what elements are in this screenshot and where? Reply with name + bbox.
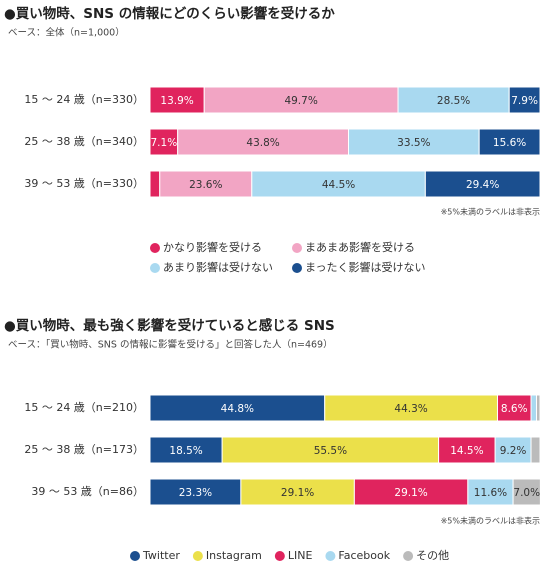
bar-segment — [478, 128, 541, 156]
bar-segment — [348, 128, 480, 156]
legend-marker — [274, 551, 285, 561]
bar-segment — [512, 478, 541, 506]
value-label: 7.1% — [151, 137, 178, 149]
value-label: 11.6% — [474, 487, 507, 499]
value-label: 9.2% — [500, 445, 527, 457]
bar-segment — [353, 478, 469, 506]
legend-marker — [403, 551, 414, 561]
legend-label: Twitter — [142, 549, 180, 562]
legend-marker — [192, 551, 203, 561]
legend-label: その他 — [416, 549, 449, 562]
value-label: 23.3% — [179, 487, 212, 499]
bar-segment — [149, 170, 161, 198]
value-label: 55.5% — [314, 445, 347, 457]
legend-label: まったく影響は受けない — [305, 260, 426, 274]
chart-subtitle: ベース：「買い物時、SNS の情報に影響を受ける」と回答した人（n=469） — [8, 339, 333, 351]
category-label: 15 ～ 24 歳（n=330） — [24, 93, 144, 106]
bar-segment — [467, 478, 514, 506]
bar-segment — [424, 170, 541, 198]
category-label: 39 ～ 53 歳（n=86） — [31, 485, 144, 498]
bar-segment — [149, 478, 242, 506]
value-label: 8.6% — [501, 403, 528, 415]
legend-marker — [150, 263, 160, 273]
value-label: 44.3% — [394, 403, 427, 415]
value-label: 43.8% — [246, 137, 279, 149]
bar-segment — [159, 170, 253, 198]
category-label: 39 ～ 53 歳（n=330） — [24, 177, 144, 190]
legend-label: Facebook — [338, 549, 390, 562]
chart-title: ●買い物時、SNS の情報にどのくらい影響を受けるか — [4, 5, 335, 22]
value-label: 23.6% — [189, 179, 222, 191]
value-label: 18.5% — [169, 445, 202, 457]
value-label: 7.9% — [511, 95, 538, 107]
bar-segment — [149, 86, 205, 114]
value-label: 33.5% — [397, 137, 430, 149]
legend-marker — [130, 551, 140, 561]
chart-subtitle: ベース：全体（n=1,000） — [8, 27, 125, 39]
bar-segment — [149, 394, 326, 422]
bar-segment — [438, 436, 496, 464]
bar-segment — [535, 394, 541, 422]
bar-segment — [221, 436, 440, 464]
bar-segment — [496, 394, 532, 422]
legend-label: まあまあ影響を受ける — [305, 240, 415, 254]
value-label: 44.8% — [221, 403, 254, 415]
legend-label: あまり影響は受けない — [163, 260, 273, 274]
legend-marker — [150, 243, 160, 253]
value-label: 29.1% — [394, 487, 427, 499]
value-label: 15.6% — [493, 137, 526, 149]
bar-segment — [397, 86, 510, 114]
legend-marker — [325, 551, 336, 561]
value-label: 7.0% — [513, 487, 540, 499]
bar-segment — [203, 86, 399, 114]
value-label: 28.5% — [437, 95, 470, 107]
note: ※5%未満のラベルは非表示 — [441, 207, 540, 217]
bar-segment — [530, 436, 541, 464]
chart-title: ●買い物時、最も強く影響を受けていると感じる SNS — [4, 317, 335, 334]
bar-segment — [508, 86, 541, 114]
value-label: 29.1% — [281, 487, 314, 499]
bar-segment — [324, 394, 498, 422]
bar-segment — [530, 394, 537, 422]
legend-marker — [292, 263, 302, 273]
value-label: 14.5% — [450, 445, 483, 457]
value-label: 29.4% — [466, 179, 499, 191]
value-label: 49.7% — [284, 95, 317, 107]
value-label: 13.9% — [160, 95, 193, 107]
legend-label: かなり影響を受ける — [163, 240, 262, 254]
legend-label: LINE — [288, 549, 313, 562]
category-label: 15 ～ 24 歳（n=210） — [24, 401, 144, 414]
note: ※5%未満のラベルは非表示 — [441, 516, 540, 526]
bar-segment — [240, 478, 355, 506]
category-label: 25 ～ 38 歳（n=173） — [24, 443, 144, 456]
category-label: 25 ～ 38 歳（n=340） — [24, 135, 144, 148]
bar-segment — [177, 128, 350, 156]
bar-segment — [149, 128, 179, 156]
legend-label: Instagram — [206, 549, 262, 562]
value-label: 44.5% — [322, 179, 355, 191]
legend-marker — [292, 243, 302, 253]
bar-segment — [251, 170, 426, 198]
